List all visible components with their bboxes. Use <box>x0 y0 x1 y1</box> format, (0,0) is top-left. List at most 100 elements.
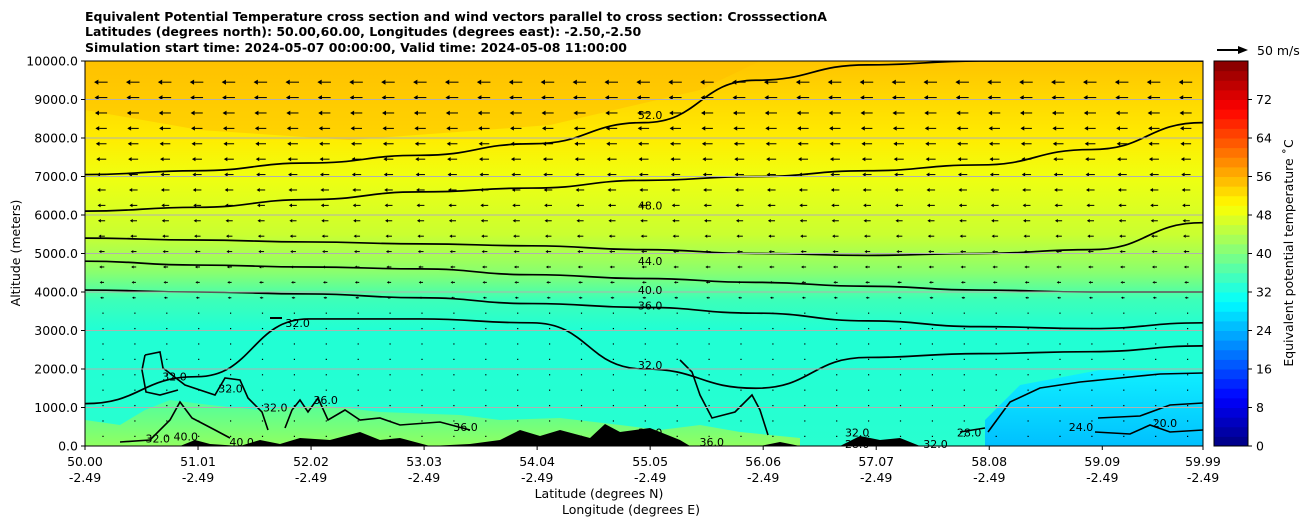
wind-vector <box>261 435 264 437</box>
colorbar-band <box>1214 292 1248 303</box>
wind-vector <box>995 389 997 391</box>
wind-vector-head <box>574 141 578 146</box>
wind-vector-head <box>446 141 451 146</box>
wind-vector <box>1091 404 1093 407</box>
colorbar-band <box>1214 215 1248 226</box>
wind-vector-head <box>1086 203 1090 208</box>
wind-vector <box>740 389 742 391</box>
wind-vector <box>836 435 838 437</box>
wind-vector-head <box>540 79 545 85</box>
wind-vector-head <box>892 110 897 116</box>
x-axis-label-longitude: Longitude (degrees E) <box>562 502 700 517</box>
wind-vector-head <box>894 188 898 192</box>
wind-vector <box>1155 312 1157 314</box>
wind-vector <box>995 358 997 360</box>
wind-vector-head <box>734 157 738 162</box>
wind-vector <box>804 358 806 360</box>
wind-vector <box>1091 358 1093 360</box>
wind-vector-head <box>638 157 643 162</box>
wind-vector <box>612 404 614 407</box>
wind-vector <box>549 435 551 437</box>
wind-vector-head <box>289 234 293 238</box>
wind-vector-head <box>770 296 773 300</box>
colorbar-band <box>1214 388 1248 399</box>
wind-vector <box>421 389 423 391</box>
wind-vector-head <box>128 157 132 162</box>
wind-vector-head <box>1151 265 1155 269</box>
wind-vector <box>421 343 423 345</box>
wind-vector-head <box>317 79 322 85</box>
wind-vector-head <box>129 203 133 208</box>
colorbar-band <box>1214 138 1248 149</box>
wind-vector-head <box>289 219 293 223</box>
wind-vector-head <box>796 95 801 101</box>
wind-vector-head <box>97 203 101 208</box>
wind-vector <box>1091 420 1093 422</box>
colorbar-tick-label: 64 <box>1256 131 1272 146</box>
wind-vector <box>517 374 519 376</box>
wind-vector <box>230 435 232 437</box>
wind-vector-head <box>1052 141 1057 146</box>
warm-upper-region <box>85 61 760 140</box>
wind-vector <box>485 327 487 330</box>
wind-vector <box>644 435 646 437</box>
wind-vector-head <box>482 265 485 269</box>
wind-vector <box>102 312 104 314</box>
wind-vector-head <box>701 110 706 116</box>
y-tick-label: 5000.0 <box>34 246 78 261</box>
wind-vector <box>836 327 838 330</box>
wind-vector <box>868 312 870 314</box>
colorbar-band <box>1214 61 1248 72</box>
wind-vector-head <box>987 79 992 85</box>
wind-vector-head <box>800 234 803 238</box>
wind-vector-head <box>513 234 516 238</box>
wind-vector-head <box>829 157 834 162</box>
wind-vector <box>836 404 838 407</box>
wind-vector <box>580 420 583 422</box>
wind-vector <box>899 404 902 407</box>
wind-vector-head <box>385 219 388 223</box>
wind-vector-head <box>353 234 357 238</box>
wind-vector-head <box>545 234 548 238</box>
wind-vector <box>357 374 359 376</box>
wind-vector-head <box>735 219 739 223</box>
wind-vector-head <box>608 219 612 223</box>
wind-vector-head <box>350 110 355 116</box>
wind-vector <box>1187 358 1189 360</box>
wind-vector-head <box>572 79 577 85</box>
wind-vector-head <box>319 157 324 162</box>
wind-vector <box>708 358 710 360</box>
wind-vector-head <box>862 172 866 177</box>
contour-label: 40.0 <box>229 436 254 449</box>
wind-vector-head <box>801 265 804 269</box>
wind-vector <box>1027 420 1029 422</box>
wind-vector-head <box>99 265 102 269</box>
wind-vector-head <box>674 296 677 300</box>
wind-vector <box>198 312 200 314</box>
wind-vector <box>389 404 391 407</box>
wind-vector <box>804 343 806 345</box>
wind-vector-head <box>895 203 899 208</box>
wind-vector <box>644 374 646 376</box>
wind-vector <box>1091 327 1093 330</box>
colorbar-band <box>1214 243 1248 254</box>
wind-vector <box>325 389 327 391</box>
y-tick-label: 10000.0 <box>26 54 78 69</box>
wind-vector-head <box>705 281 709 284</box>
wind-vector-head <box>606 141 610 146</box>
wind-vector-head <box>769 281 772 284</box>
x-tick-label-lat: 52.02 <box>293 454 329 469</box>
wind-vector <box>293 343 295 345</box>
wind-vector-head <box>641 281 645 284</box>
wind-vector-head <box>864 265 868 269</box>
wind-vector <box>804 404 806 407</box>
wind-vector <box>389 358 391 360</box>
contour-label: 48.0 <box>638 199 663 212</box>
wind-vector-head <box>959 234 963 238</box>
wind-vector <box>836 312 838 314</box>
wind-vector <box>1187 374 1189 376</box>
wind-vector-head <box>702 172 707 177</box>
wind-vector-head <box>1053 157 1057 162</box>
wind-vector-head <box>354 250 357 254</box>
wind-vector-head <box>1184 296 1187 300</box>
